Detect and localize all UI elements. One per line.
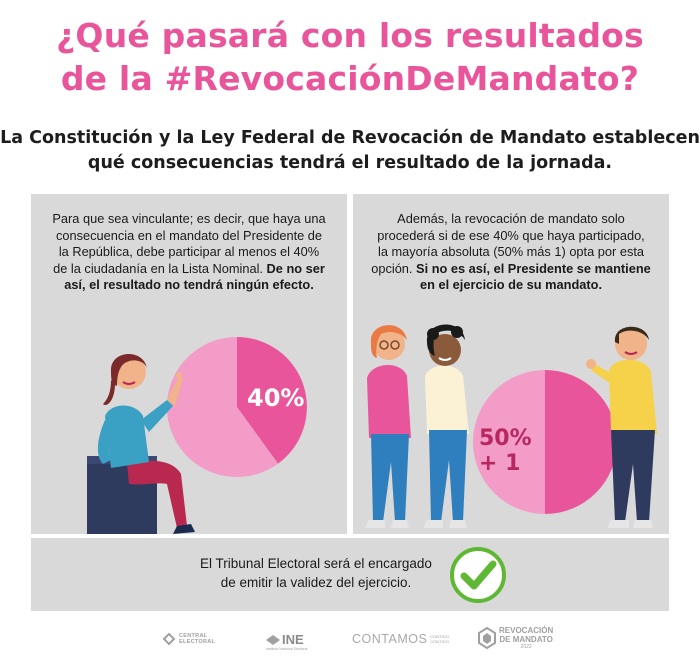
central-electoral-logo: CENTRAL ELECTORAL bbox=[162, 632, 215, 646]
subtitle-line-1: La Constitución y la Ley Federal de Revo… bbox=[0, 128, 700, 148]
left-pie-slice-rest bbox=[166, 336, 279, 477]
contamos-sub-1: CONTIGO bbox=[430, 634, 449, 639]
ine-icon bbox=[266, 634, 280, 645]
ine-logo: INE Instituto Nacional Electoral bbox=[266, 632, 307, 651]
revocacion-line-3: 2022 bbox=[520, 644, 532, 650]
left-pie-chart bbox=[166, 336, 307, 477]
left-panel-text: Para que sea vinculante; es decir, que h… bbox=[51, 211, 327, 294]
left-pie-label: 40% bbox=[247, 384, 305, 412]
right-panel-bold: Si no es así, el Presidente se mantiene … bbox=[416, 260, 651, 293]
subtitle-line-2: qué consecuencias tendrá el resultado de… bbox=[87, 153, 613, 173]
woman-curly-hair-illustration bbox=[423, 324, 469, 528]
redhead-woman-illustration bbox=[365, 325, 411, 528]
title-line-1: ¿Qué pasará con los resultados bbox=[56, 16, 644, 55]
contamos-logo: CONTAMOS CONTIGO CONTIGO bbox=[352, 632, 449, 646]
revocacion-icon bbox=[478, 627, 496, 649]
right-pie-chart bbox=[473, 370, 617, 514]
bottom-panel: El Tribunal Electoral será el encargado … bbox=[31, 538, 669, 611]
footer: CENTRAL ELECTORAL INE Instituto Nacional… bbox=[0, 618, 700, 661]
central-electoral-line-2: ELECTORAL bbox=[179, 639, 216, 645]
revocacion-line-2: DE MANDATO bbox=[499, 635, 553, 644]
left-panel-body: Para que sea vinculante; es decir, que h… bbox=[52, 211, 326, 276]
right-panel: Además, la revocación de mandato solo pr… bbox=[353, 194, 669, 534]
bottom-panel-line-1: El Tribunal Electoral será el encargado bbox=[200, 556, 432, 571]
left-panel-bold: De no ser así, el resultado no tendrá ni… bbox=[64, 260, 325, 293]
right-pie-label: 50% + 1 bbox=[479, 426, 532, 476]
man-yellow-shirt-illustration bbox=[586, 326, 657, 528]
contamos-text: CONTAMOS bbox=[352, 632, 428, 646]
right-pie-label-line-2: + 1 bbox=[479, 451, 521, 476]
bottom-panel-text: El Tribunal Electoral será el encargado … bbox=[171, 554, 461, 592]
title-line-2: de la #RevocaciónDeMandato? bbox=[60, 59, 640, 98]
bottom-panel-line-2: de emitir la validez del ejercicio. bbox=[220, 575, 412, 590]
right-pie-slice-50 bbox=[545, 370, 617, 514]
right-panel-text: Además, la revocación de mandato solo pr… bbox=[371, 211, 651, 294]
left-pie-slice-40 bbox=[237, 337, 307, 464]
left-illustration bbox=[87, 336, 307, 534]
check-icon bbox=[450, 547, 506, 603]
right-illustration bbox=[365, 324, 657, 528]
ine-text: INE bbox=[282, 632, 304, 647]
revocacion-line-1: REVOCACIÓN bbox=[499, 626, 554, 635]
left-panel: Para que sea vinculante; es decir, que h… bbox=[31, 194, 347, 534]
ine-subtext: Instituto Nacional Electoral bbox=[266, 647, 308, 651]
revocacion-logo: REVOCACIÓN DE MANDATO 2022 bbox=[478, 626, 553, 650]
woman-sitting-illustration bbox=[87, 353, 195, 534]
right-pie-label-line-1: 50% bbox=[479, 426, 532, 451]
right-pie-slice-rest bbox=[473, 370, 545, 514]
page-title: ¿Qué pasará con los resultados de la #Re… bbox=[0, 14, 700, 100]
subtitle: La Constitución y la Ley Federal de Revo… bbox=[0, 126, 700, 176]
contamos-sub-2: CONTIGO bbox=[430, 639, 449, 644]
central-electoral-line-1: CENTRAL bbox=[179, 633, 208, 639]
central-electoral-icon bbox=[162, 632, 176, 646]
right-panel-body: Además, la revocación de mandato solo pr… bbox=[371, 211, 645, 276]
